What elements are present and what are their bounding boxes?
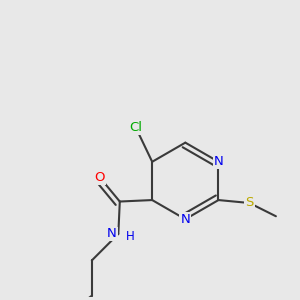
Text: N: N — [214, 155, 224, 168]
Text: N: N — [181, 213, 190, 226]
Text: N: N — [107, 227, 117, 240]
Text: S: S — [245, 196, 254, 209]
Text: O: O — [94, 171, 105, 184]
Text: H: H — [126, 230, 134, 243]
Text: Cl: Cl — [130, 122, 142, 134]
